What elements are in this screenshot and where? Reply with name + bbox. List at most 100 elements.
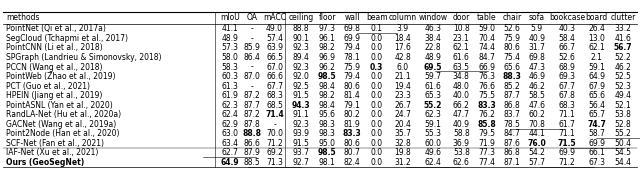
- Text: 66.2: 66.2: [453, 101, 470, 110]
- Text: 40.9: 40.9: [453, 120, 470, 129]
- Text: 68.5: 68.5: [266, 101, 283, 110]
- Text: 68.3: 68.3: [266, 91, 283, 100]
- Text: 71.4: 71.4: [265, 110, 284, 119]
- Text: 59.1: 59.1: [588, 63, 605, 72]
- Text: 66.6: 66.6: [266, 72, 283, 81]
- Text: 65.6: 65.6: [588, 91, 605, 100]
- Text: 59.0: 59.0: [478, 24, 495, 33]
- Text: 71.1: 71.1: [559, 110, 575, 119]
- Text: sofa: sofa: [529, 13, 545, 22]
- Text: -: -: [250, 24, 253, 33]
- Text: 66.9: 66.9: [478, 63, 495, 72]
- Text: 62.7: 62.7: [221, 148, 238, 158]
- Text: PCT (Guo et al., 2021): PCT (Guo et al., 2021): [6, 82, 90, 91]
- Text: 66.1: 66.1: [588, 148, 605, 158]
- Text: 52.8: 52.8: [614, 120, 631, 129]
- Text: 57.4: 57.4: [266, 34, 283, 43]
- Text: 40.0: 40.0: [453, 91, 470, 100]
- Text: PointASNL (Yan et al., 2020): PointASNL (Yan et al., 2020): [6, 101, 113, 110]
- Text: 69.2: 69.2: [266, 148, 283, 158]
- Text: 98.2: 98.2: [319, 44, 336, 53]
- Text: 61.6: 61.6: [424, 82, 442, 91]
- Text: Ours (GeoSegNet): Ours (GeoSegNet): [6, 158, 84, 167]
- Text: 98.2: 98.2: [319, 91, 336, 100]
- Text: 52.2: 52.2: [614, 53, 631, 62]
- Text: 62.6: 62.6: [453, 158, 470, 167]
- Text: 0.0: 0.0: [371, 72, 383, 81]
- Text: 21.1: 21.1: [395, 72, 412, 81]
- Text: 76.3: 76.3: [478, 72, 495, 81]
- Text: 93.7: 93.7: [292, 148, 310, 158]
- Text: 85.2: 85.2: [504, 82, 520, 91]
- Text: chair: chair: [502, 13, 522, 22]
- Text: 57.3: 57.3: [221, 44, 238, 53]
- Text: 96.1: 96.1: [319, 34, 336, 43]
- Text: 48.9: 48.9: [424, 53, 442, 62]
- Text: PointCNN (Li et al., 2018): PointCNN (Li et al., 2018): [6, 44, 103, 53]
- Text: 58.7: 58.7: [588, 129, 605, 138]
- Text: 46.2: 46.2: [529, 82, 545, 91]
- Text: 31.7: 31.7: [529, 44, 545, 53]
- Text: 74.7: 74.7: [588, 120, 606, 129]
- Text: 80.7: 80.7: [344, 148, 360, 158]
- Text: 3.9: 3.9: [397, 24, 409, 33]
- Text: 63.4: 63.4: [221, 139, 238, 148]
- Text: -: -: [250, 82, 253, 91]
- Text: 87.8: 87.8: [243, 120, 260, 129]
- Text: 55.2: 55.2: [424, 101, 442, 110]
- Text: 78.1: 78.1: [344, 53, 360, 62]
- Text: 84.7: 84.7: [504, 129, 521, 138]
- Text: table: table: [477, 13, 497, 22]
- Text: 76.0: 76.0: [527, 139, 547, 148]
- Text: 24.7: 24.7: [394, 110, 412, 119]
- Text: 86.6: 86.6: [243, 139, 260, 148]
- Text: 80.6: 80.6: [344, 139, 360, 148]
- Text: 13.0: 13.0: [588, 34, 605, 43]
- Text: 52.5: 52.5: [614, 72, 632, 81]
- Text: door: door: [452, 13, 470, 22]
- Text: 65.6: 65.6: [504, 63, 521, 72]
- Text: 92.3: 92.3: [292, 63, 310, 72]
- Text: 58.0: 58.0: [221, 53, 238, 62]
- Text: mACC: mACC: [263, 13, 286, 22]
- Text: OA: OA: [246, 13, 257, 22]
- Text: 58.5: 58.5: [529, 91, 545, 100]
- Text: 67.7: 67.7: [266, 82, 283, 91]
- Text: 87.2: 87.2: [243, 110, 260, 119]
- Text: 0.0: 0.0: [371, 82, 383, 91]
- Text: 80.2: 80.2: [344, 110, 360, 119]
- Text: 98.5: 98.5: [318, 72, 337, 81]
- Text: 92.7: 92.7: [292, 158, 310, 167]
- Text: 20.4: 20.4: [394, 120, 412, 129]
- Text: 87.7: 87.7: [504, 91, 521, 100]
- Text: 77.4: 77.4: [478, 158, 495, 167]
- Text: 60.3: 60.3: [221, 72, 238, 81]
- Text: 86.4: 86.4: [243, 53, 260, 62]
- Text: 75.9: 75.9: [504, 34, 521, 43]
- Text: 96.2: 96.2: [319, 63, 336, 72]
- Text: 88.3: 88.3: [503, 72, 522, 81]
- Text: 61.7: 61.7: [558, 120, 575, 129]
- Text: beam: beam: [366, 13, 388, 22]
- Text: 75.4: 75.4: [504, 53, 521, 62]
- Text: SegCloud (Tchapmi et al., 2017): SegCloud (Tchapmi et al., 2017): [6, 34, 129, 43]
- Text: 26.7: 26.7: [394, 101, 412, 110]
- Text: 79.4: 79.4: [344, 44, 360, 53]
- Text: 87.6: 87.6: [504, 139, 521, 148]
- Text: 49.4: 49.4: [614, 91, 632, 100]
- Text: 61.6: 61.6: [453, 53, 470, 62]
- Text: 0.0: 0.0: [371, 110, 383, 119]
- Text: 23.3: 23.3: [394, 91, 412, 100]
- Text: 91.5: 91.5: [292, 91, 310, 100]
- Text: 61.9: 61.9: [221, 91, 238, 100]
- Text: 38.4: 38.4: [424, 34, 442, 43]
- Text: 87.0: 87.0: [243, 72, 260, 81]
- Text: 62.3: 62.3: [221, 101, 238, 110]
- Text: 80.6: 80.6: [504, 44, 521, 53]
- Text: 69.9: 69.9: [344, 34, 360, 43]
- Text: 56.4: 56.4: [588, 101, 605, 110]
- Text: 88.8: 88.8: [293, 24, 310, 33]
- Text: 33.2: 33.2: [614, 24, 632, 33]
- Text: 5.9: 5.9: [531, 24, 543, 33]
- Text: 67.8: 67.8: [558, 91, 575, 100]
